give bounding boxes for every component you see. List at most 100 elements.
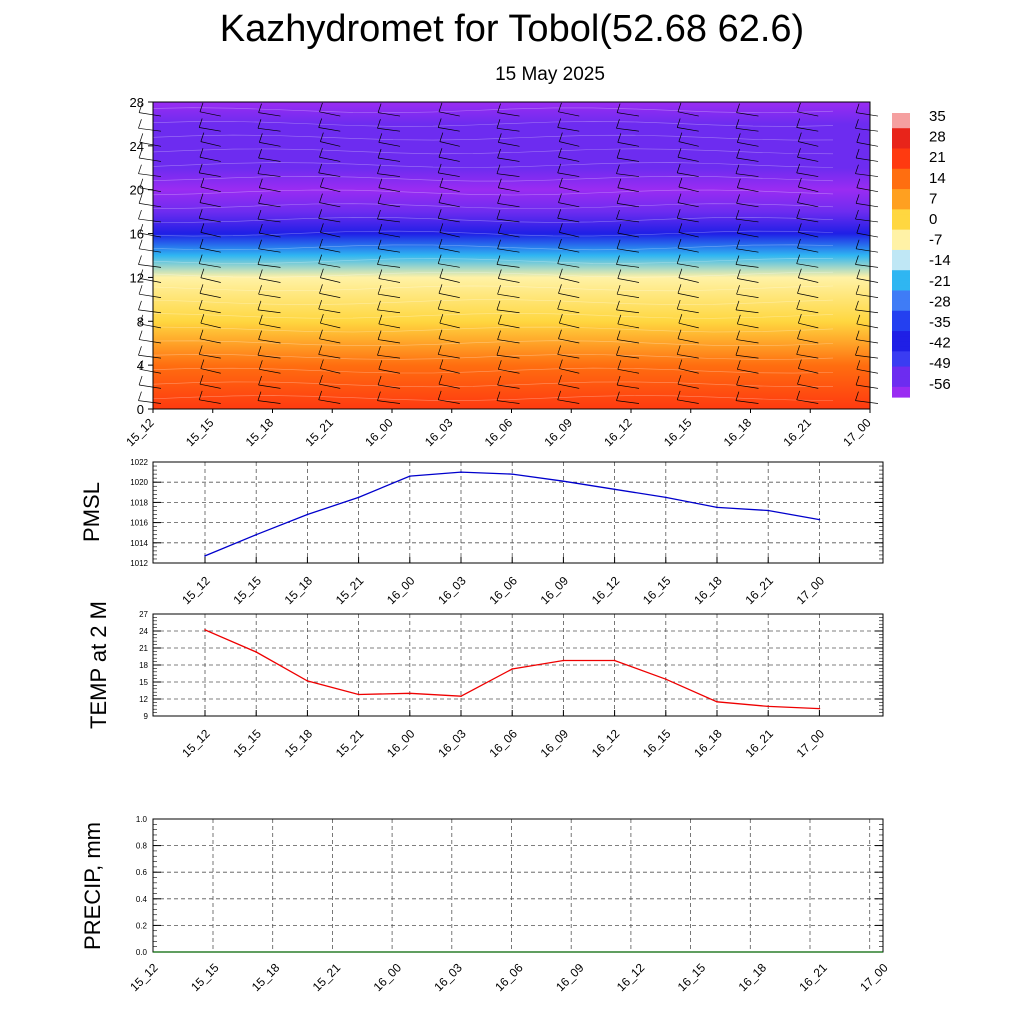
wind-barb [319, 284, 341, 298]
x-tick-label: 15_18 [249, 960, 283, 994]
wind-barb [736, 269, 759, 283]
wind-barb [616, 391, 640, 404]
wind-barb [439, 177, 460, 193]
wind-barb [437, 163, 460, 177]
contour-line [152, 134, 834, 141]
wind-barb [496, 346, 520, 359]
wind-barb [378, 269, 401, 283]
wind-barb [497, 285, 520, 298]
y-tick-label: 0 [137, 402, 144, 417]
colorbar-cell [892, 270, 910, 276]
wind-barb [735, 209, 759, 223]
wind-barb [855, 148, 879, 162]
data-point [665, 496, 667, 499]
colorbar-cell [892, 163, 910, 170]
wind-barb [377, 285, 401, 298]
wind-barb [797, 193, 819, 208]
wind-barb [377, 375, 401, 389]
wind-barb [138, 255, 162, 268]
wind-barb [497, 375, 520, 389]
precip-panel: 0.0 0.2 0.4 0.6 0.8 1.0 15_12 15_15 15_18 15_21 16… [80, 815, 891, 994]
colorbar-cell [892, 168, 910, 175]
data-point [613, 659, 616, 662]
wind-barb [258, 194, 281, 208]
wind-barb [257, 255, 281, 268]
wind-barb [676, 118, 699, 132]
colorbar-cell [892, 189, 910, 195]
wind-barb [559, 314, 580, 329]
contour-line [152, 340, 834, 347]
x-tick-label: 16_18 [691, 726, 725, 760]
wind-barb [139, 133, 162, 147]
x-tick-label: 15_21 [302, 415, 336, 449]
x-tick-label: 15_21 [310, 960, 344, 994]
colorbar-label: -14 [929, 252, 951, 269]
wind-barb [496, 300, 520, 314]
wind-barb [377, 164, 401, 177]
wind-barb [377, 209, 401, 223]
colorbar-cell [892, 224, 910, 231]
wind-barb [258, 375, 281, 389]
wind-barb [199, 375, 221, 389]
wind-barb [736, 360, 759, 374]
wind-barb [320, 223, 341, 238]
contour-line [152, 244, 834, 251]
wind-barb [557, 254, 580, 268]
wind-barb [855, 239, 879, 253]
colorbar-cell [892, 305, 910, 312]
data-point [255, 533, 257, 536]
y-tick-label: 21 [139, 644, 148, 653]
x-tick-label: 15_12 [179, 573, 213, 607]
wind-barb [796, 345, 819, 359]
wind-barb [497, 239, 520, 253]
colorbar-label: -28 [929, 293, 951, 310]
wind-barb [616, 330, 640, 344]
wind-barb [199, 102, 221, 117]
wind-barb [617, 224, 640, 238]
wind-barb [258, 224, 281, 238]
wind-barb [439, 314, 460, 329]
x-tick-label: 16_18 [721, 415, 755, 449]
wind-barb [797, 102, 819, 117]
wind-barb [319, 238, 341, 253]
wind-barb [558, 284, 580, 298]
wind-barb [318, 118, 341, 132]
wind-barb [678, 359, 699, 374]
wind-barb [258, 269, 281, 283]
contour-line [152, 230, 834, 237]
x-tick-label: 16_03 [435, 573, 469, 607]
x-tick-label: 16_15 [675, 960, 709, 994]
colorbar-cell [892, 184, 910, 190]
x-tick-label: 16_12 [601, 415, 635, 449]
wind-barb [616, 103, 640, 117]
wind-barb [318, 209, 341, 223]
wind-barb [497, 314, 520, 329]
contour-line [152, 189, 834, 196]
colorbar-cell [892, 143, 910, 150]
colorbar-label: -56 [929, 376, 951, 393]
x-tick-label: 15_18 [282, 573, 316, 607]
wind-barb [257, 346, 281, 359]
wind-barb [736, 224, 759, 238]
colorbar-label: 14 [929, 170, 946, 187]
wind-barb [198, 299, 221, 314]
wind-barb [735, 300, 759, 314]
colorbar-label: 28 [929, 129, 946, 146]
colorbar-cell [892, 351, 910, 358]
colorbar-cell [892, 346, 910, 352]
x-tick-label: 17_00 [794, 573, 828, 607]
wind-barb [497, 148, 520, 162]
wind-barb [797, 148, 819, 162]
wind-barb [258, 330, 281, 344]
y-tick-label: 1016 [130, 519, 148, 528]
wind-barb [438, 375, 460, 389]
wind-barb [735, 255, 759, 268]
contour-line [152, 162, 834, 168]
x-tick-label: 16_09 [553, 960, 587, 994]
colorbar-cell [892, 214, 910, 221]
x-tick-label: 16_09 [538, 573, 572, 607]
wind-barb [378, 360, 401, 374]
colorbar-cell [892, 376, 910, 383]
x-tick-label: 16_06 [492, 960, 526, 994]
wind-barb [856, 269, 879, 283]
